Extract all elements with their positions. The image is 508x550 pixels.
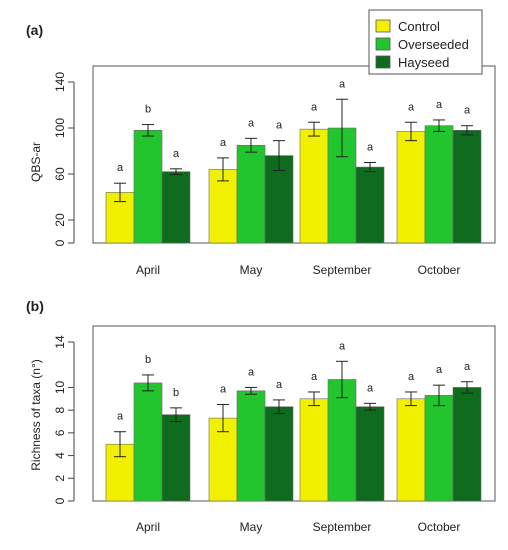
y-tick-label: 4 (53, 452, 67, 459)
y-tick-label: 6 (53, 429, 67, 436)
y-tick-label: 60 (53, 167, 67, 181)
category-label: October (418, 263, 461, 277)
y-axis-title: Richness of taxa (n°) (29, 359, 43, 471)
significance-letter: a (276, 379, 283, 391)
significance-letter: b (145, 104, 151, 116)
significance-letter: a (339, 78, 346, 90)
bar (299, 128, 329, 244)
plot-frame (92, 325, 496, 502)
legend-label: Control (398, 19, 440, 34)
bar (327, 379, 357, 502)
significance-letter: b (173, 387, 179, 399)
significance-letter: a (408, 101, 415, 113)
significance-letter: a (173, 148, 180, 160)
y-tick-label: 10 (53, 380, 67, 394)
significance-letter: a (436, 364, 443, 376)
significance-letter: a (311, 101, 318, 113)
significance-letter: a (367, 142, 374, 154)
significance-letter: a (367, 382, 374, 394)
bar (396, 131, 426, 244)
legend-swatch (375, 37, 391, 51)
bar (161, 171, 191, 244)
bar (236, 144, 266, 244)
legend-swatch (375, 19, 391, 33)
bar (424, 125, 454, 244)
legend-label: Hayseed (398, 55, 449, 70)
significance-letter: a (117, 162, 124, 174)
category-label: September (313, 263, 372, 277)
y-tick-label: 20 (53, 213, 67, 227)
y-tick-label: 2 (53, 475, 67, 482)
panel-label: (a) (26, 22, 43, 38)
significance-letter: a (408, 371, 415, 383)
significance-letter: a (117, 411, 124, 423)
category-label: May (240, 263, 263, 277)
y-tick-label: 100 (53, 118, 67, 138)
bar (355, 406, 385, 502)
y-tick-label: 8 (53, 406, 67, 413)
significance-letter: a (220, 383, 227, 395)
category-label: April (136, 263, 160, 277)
significance-letter: a (464, 361, 471, 373)
significance-letter: a (248, 117, 255, 129)
bar (236, 390, 266, 502)
significance-letter: a (248, 366, 255, 378)
significance-letter: a (276, 120, 283, 132)
chart-panel-b: (b) 0 2 4 6 8 10 14 Richness of taxa (n°) a b b Apri… (26, 298, 496, 534)
y-tick-label: 14 (53, 335, 67, 349)
bar (133, 382, 163, 502)
legend-label: Overseeded (398, 37, 469, 52)
category-label: May (240, 520, 263, 534)
significance-letter: a (436, 99, 443, 111)
category-label: October (418, 520, 461, 534)
bar (424, 395, 454, 502)
panel-label: (b) (26, 298, 44, 314)
bar (452, 387, 482, 502)
category-label: September (313, 520, 372, 534)
plot-frame (92, 65, 496, 244)
chart-panel-a: (a) 0 20 60 100 140 QBS-ar a b a April a a a May a a a Sep… (26, 22, 496, 277)
y-axis-title: QBS-ar (29, 142, 43, 182)
bar (299, 398, 329, 502)
bar (396, 398, 426, 502)
bar (355, 166, 385, 244)
bar (452, 130, 482, 244)
significance-letter: b (145, 354, 151, 366)
bar (161, 414, 191, 502)
significance-letter: a (311, 371, 318, 383)
bar (264, 406, 294, 502)
significance-letter: a (339, 340, 346, 352)
y-tick-label: 0 (53, 497, 67, 504)
significance-letter: a (464, 105, 471, 117)
category-label: April (136, 520, 160, 534)
significance-letter: a (220, 137, 227, 149)
y-tick-label: 140 (53, 72, 67, 92)
legend: Control Overseeded Hayseed (368, 9, 483, 75)
bar (133, 130, 163, 244)
legend-swatch (375, 55, 391, 69)
y-tick-label: 0 (53, 239, 67, 246)
